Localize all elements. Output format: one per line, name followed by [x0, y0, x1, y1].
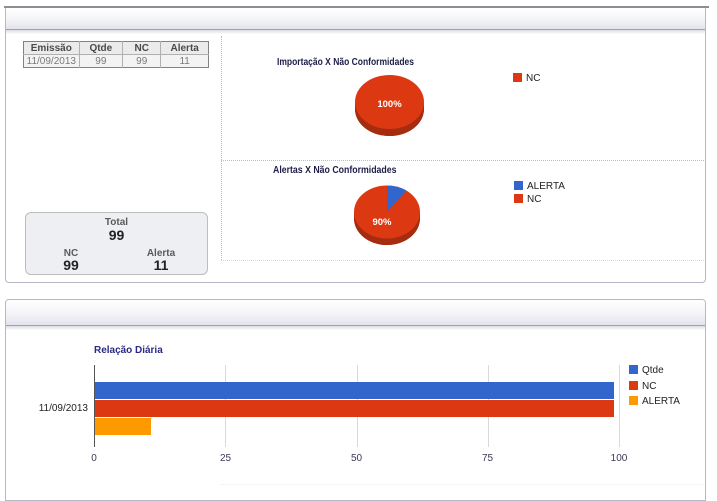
svg-text:100%: 100%	[377, 99, 402, 110]
svg-text:90%: 90%	[372, 217, 392, 228]
